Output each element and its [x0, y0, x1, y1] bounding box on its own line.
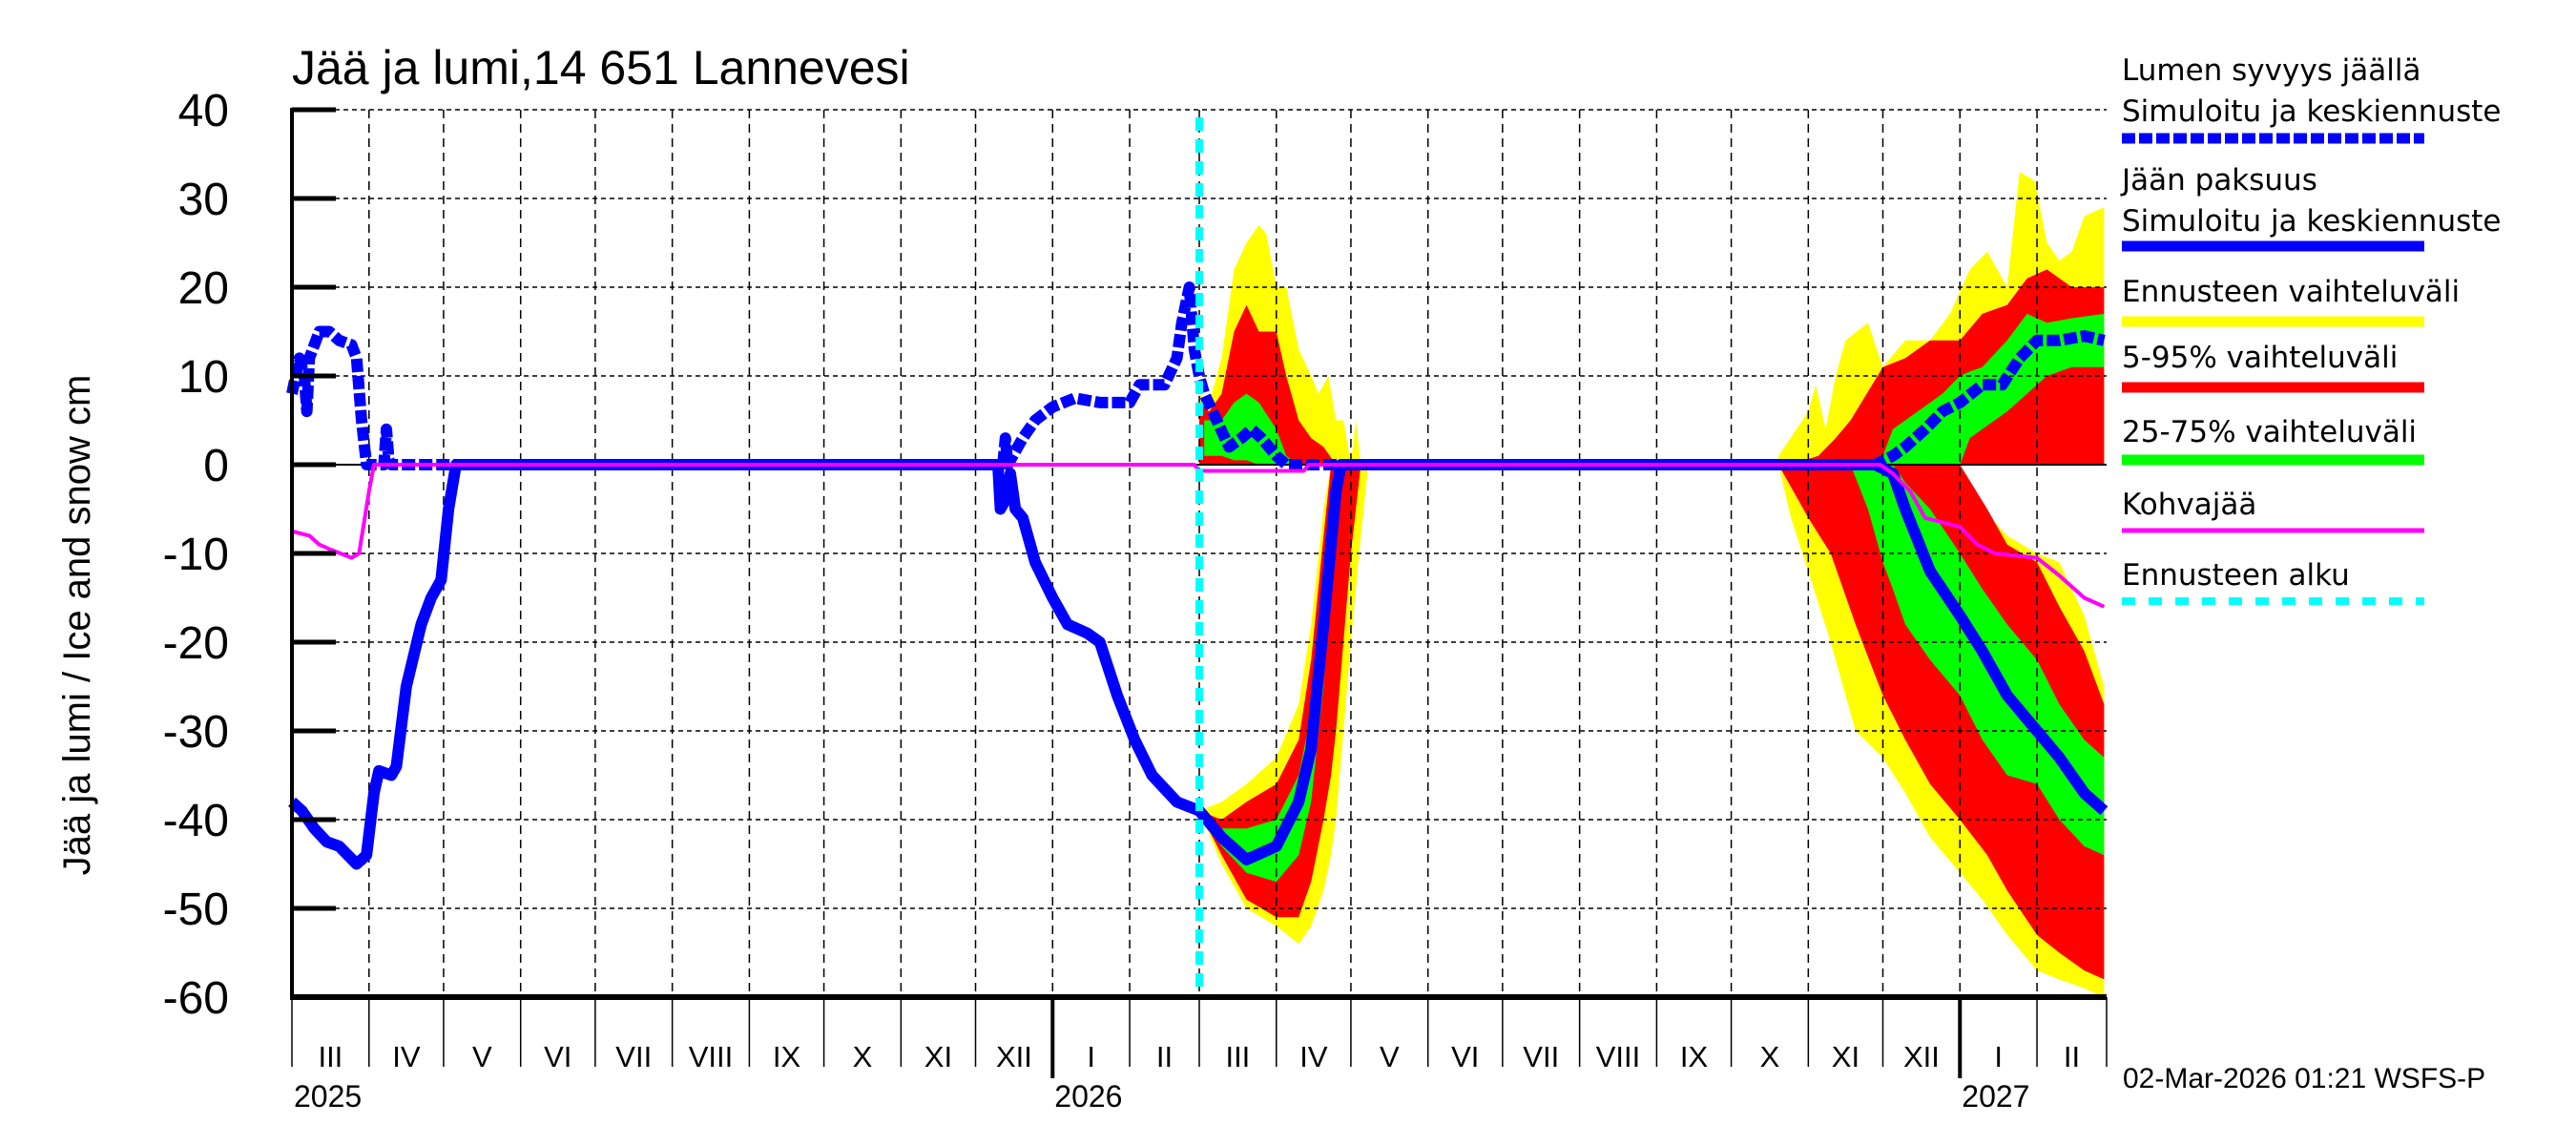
legend-label: Ennusteen alku: [2122, 558, 2350, 593]
y-tick-label: -40: [163, 796, 229, 846]
y-tick-label: 20: [178, 263, 229, 314]
month-label: V: [1380, 1040, 1400, 1073]
y-tick-label: -10: [163, 530, 229, 580]
month-label: III: [1225, 1040, 1250, 1073]
month-label: VIII: [689, 1040, 734, 1073]
legend-item: Ennusteen alku: [2122, 558, 2424, 605]
chart-title: Jää ja lumi,14 651 Lannevesi: [292, 41, 910, 94]
grid: [292, 109, 2107, 997]
month-label: XII: [996, 1040, 1032, 1073]
legend: Lumen syvyys jäällä Simuloitu ja keskienn…: [2120, 53, 2501, 605]
month-label: I: [1994, 1040, 2003, 1073]
series-lines: [286, 117, 2109, 997]
month-label: II: [2064, 1040, 2080, 1073]
forecast-bands: [1199, 172, 2105, 997]
y-tick-label: -20: [163, 618, 229, 669]
year-label: 2026: [1054, 1079, 1122, 1114]
legend-sublabel: Simuloitu ja keskiennuste: [2122, 94, 2501, 129]
legend-label: Ennusteen vaihteluväli: [2122, 275, 2460, 309]
y-tick-label: 0: [203, 441, 229, 491]
legend-item: 25-75% vaihteluväli: [2122, 415, 2424, 466]
y-axis-label: Jää ja lumi / Ice and snow cm: [56, 375, 98, 876]
legend-label: Lumen syvyys jäällä: [2122, 53, 2421, 88]
month-label: VIII: [1596, 1040, 1641, 1073]
month-label: X: [853, 1040, 873, 1073]
month-label: I: [1087, 1040, 1095, 1073]
legend-label: Jään paksuus: [2120, 163, 2317, 198]
y-tick-label: 30: [178, 175, 229, 225]
month-label: V: [472, 1040, 492, 1073]
y-tick-label: -50: [163, 885, 229, 935]
month-label: III: [318, 1040, 343, 1073]
month-label: VI: [544, 1040, 571, 1073]
month-label: IX: [773, 1040, 801, 1073]
y-tick-label: -60: [163, 973, 229, 1024]
month-label: X: [1760, 1040, 1780, 1073]
year-label: 2027: [1962, 1079, 2029, 1114]
month-label: VI: [1451, 1040, 1479, 1073]
legend-item: Jään paksuus Simuloitu ja keskiennuste: [2120, 163, 2501, 252]
legend-sublabel: Simuloitu ja keskiennuste: [2122, 204, 2501, 239]
band-00ff00: [1850, 465, 2105, 856]
legend-label: Kohvajää: [2122, 488, 2256, 522]
month-label: IV: [1299, 1040, 1328, 1073]
legend-item: Lumen syvyys jäällä Simuloitu ja keskienn…: [2122, 53, 2501, 144]
month-label: II: [1156, 1040, 1173, 1073]
month-label: XI: [1832, 1040, 1859, 1073]
legend-label: 5-95% vaihteluväli: [2122, 341, 2398, 375]
y-tick-label: 10: [178, 352, 229, 403]
month-label: XI: [924, 1040, 952, 1073]
y-tick-label: 40: [178, 86, 229, 136]
legend-item: 5-95% vaihteluväli: [2122, 341, 2424, 393]
month-label: XII: [1903, 1040, 1940, 1073]
legend-item: Kohvajää: [2122, 488, 2424, 533]
month-label: VII: [1523, 1040, 1559, 1073]
band-ff0000: [1199, 465, 1361, 918]
legend-label: 25-75% vaihteluväli: [2122, 415, 2417, 449]
year-label: 2025: [294, 1079, 362, 1114]
band-ff0000: [1778, 465, 2105, 980]
legend-item: Ennusteen vaihteluväli: [2122, 275, 2460, 327]
y-tick-label: -30: [163, 707, 229, 758]
series-j-n-paksuus: [288, 459, 2109, 870]
month-label: IX: [1680, 1040, 1709, 1073]
month-label: VII: [615, 1040, 652, 1073]
series-kohvaj-: [291, 463, 2106, 609]
timestamp: 02-Mar-2026 01:21 WSFS-P: [2123, 1063, 2485, 1094]
month-label: IV: [392, 1040, 421, 1073]
